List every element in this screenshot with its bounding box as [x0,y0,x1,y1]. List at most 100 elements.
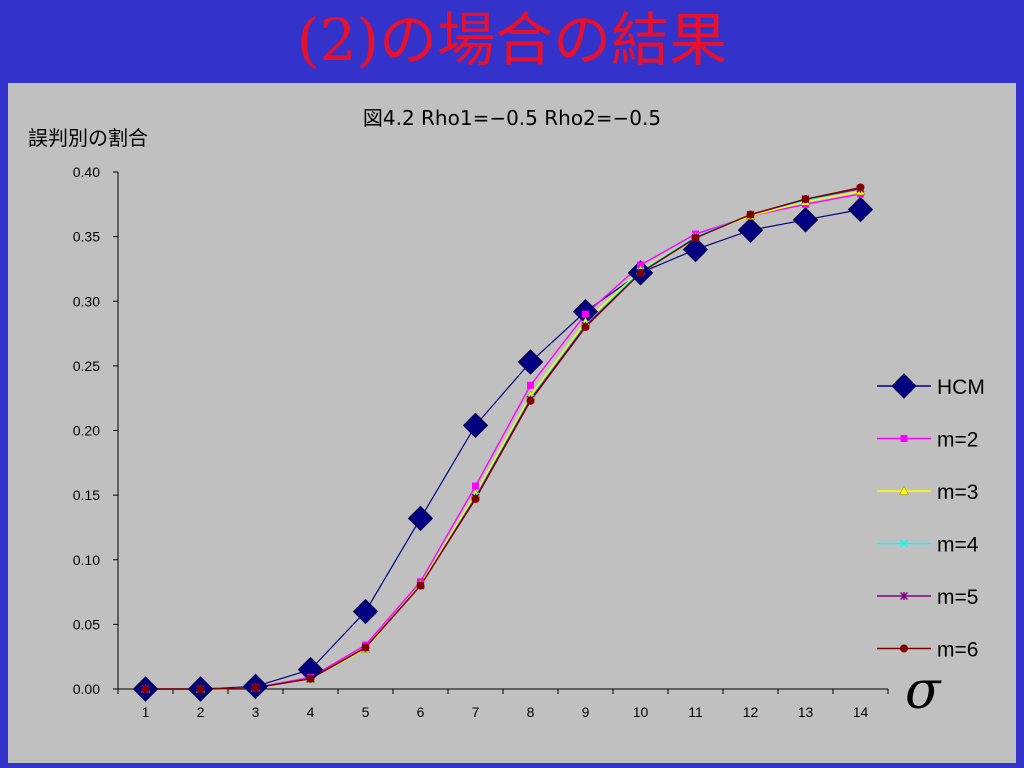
data-point-0 [847,196,874,223]
data-point-5 [251,683,260,692]
data-point-5 [196,685,205,693]
y-tick-label: 0.00 [73,681,100,697]
y-tick-label: 0.35 [73,229,100,245]
data-point-5 [801,195,810,204]
y-tick-label: 0.05 [73,616,100,632]
data-point-5-shape [636,268,645,277]
x-tick-label: 8 [527,704,535,720]
data-point-5-shape [691,233,700,242]
x-tick-label: 1 [142,704,150,720]
y-tick-label: 0.30 [73,293,100,309]
data-point-1 [582,310,589,318]
legend-marker-2 [899,485,909,495]
legend-label: m=3 [937,481,978,504]
data-point-5-shape [526,396,535,405]
x-tick-label: 12 [743,704,759,720]
data-point-5 [691,233,700,242]
data-point-5-shape [196,685,205,693]
data-point-0-shape [352,598,379,625]
legend-marker-2-shape [899,485,909,495]
data-point-1 [637,261,644,269]
y-tick-label: 0.25 [73,358,100,374]
x-tick-label: 11 [688,704,703,720]
data-point-0-shape [682,236,709,263]
data-point-5 [581,323,590,332]
series-line-5 [145,186,861,690]
data-point-5-shape [801,195,810,204]
legend-marker-5 [900,644,908,653]
data-point-1 [527,381,534,389]
legend-label: HCM [937,376,985,399]
legend-label: m=6 [937,639,978,662]
x-tick-label: 7 [472,704,480,720]
y-tick-label: 0.15 [73,487,100,503]
series-line-4 [145,188,861,690]
data-point-5 [746,210,755,219]
legend-marker-1-shape [900,435,908,442]
x-tick-label: 14 [853,704,869,720]
data-point-5 [416,581,425,590]
x-tick-label: 2 [197,704,205,720]
data-point-0 [792,207,819,233]
data-point-5-shape [361,643,370,652]
data-point-1-shape [582,310,589,318]
data-point-5-shape [251,683,260,692]
data-point-0-shape [737,217,764,243]
data-point-0 [517,349,544,375]
data-point-5-shape [306,674,315,683]
x-tick-label: 9 [582,704,590,720]
legend-marker-3 [899,539,909,548]
y-tick-label: 0.10 [73,552,100,568]
legend-marker-5-shape [900,644,908,653]
data-point-1 [472,482,479,490]
data-point-0 [682,236,709,263]
data-point-5 [856,183,865,192]
data-point-5 [526,396,535,405]
legend-label: m=5 [937,586,978,609]
data-point-0 [407,505,434,532]
y-axis-label: 誤判別の割合 [28,126,148,150]
data-point-0 [737,217,764,243]
x-tick-label: 13 [798,704,814,720]
chart-title: 図4.2 Rho1=−0.5 Rho2=−0.5 [362,106,662,130]
data-point-0-shape [517,349,544,375]
data-point-5-shape [581,323,590,332]
y-tick-label: 0.40 [73,164,100,180]
data-point-0-shape [462,412,489,439]
data-point-5-shape [856,183,865,192]
series-line-3 [145,188,861,690]
data-point-0 [352,598,379,625]
data-point-5 [361,643,370,652]
legend-marker-1 [900,435,908,442]
data-point-5-shape [746,210,755,219]
series-line-1 [145,193,861,690]
data-point-1-shape [637,261,644,269]
data-point-0 [462,412,489,439]
legend-marker-3-shape-b [899,539,909,548]
x-axis-label: σ [905,661,941,721]
data-point-1-shape [527,381,534,389]
data-point-0-shape [847,196,874,223]
data-point-0-shape [407,505,434,532]
data-point-5 [141,685,150,693]
data-point-5 [471,495,480,504]
y-tick-label: 0.20 [73,423,100,439]
legend-marker-0-shape [891,373,917,399]
data-point-5-shape [471,495,480,504]
data-point-5 [306,674,315,683]
data-point-1-shape [472,482,479,490]
slide-title: (2)の場合の結果 [296,6,728,74]
series-line-2 [145,190,861,690]
x-tick-label: 5 [362,704,370,720]
x-tick-label: 10 [633,704,649,720]
data-point-5-shape [141,685,150,693]
x-tick-label: 4 [307,704,315,720]
legend-marker-4 [899,591,909,601]
legend-label: m=2 [937,429,978,452]
data-point-5-shape [416,581,425,590]
legend-marker-0 [891,373,917,399]
legend-label: m=4 [937,534,979,557]
x-tick-label: 3 [252,704,260,720]
data-point-0-shape [792,207,819,233]
